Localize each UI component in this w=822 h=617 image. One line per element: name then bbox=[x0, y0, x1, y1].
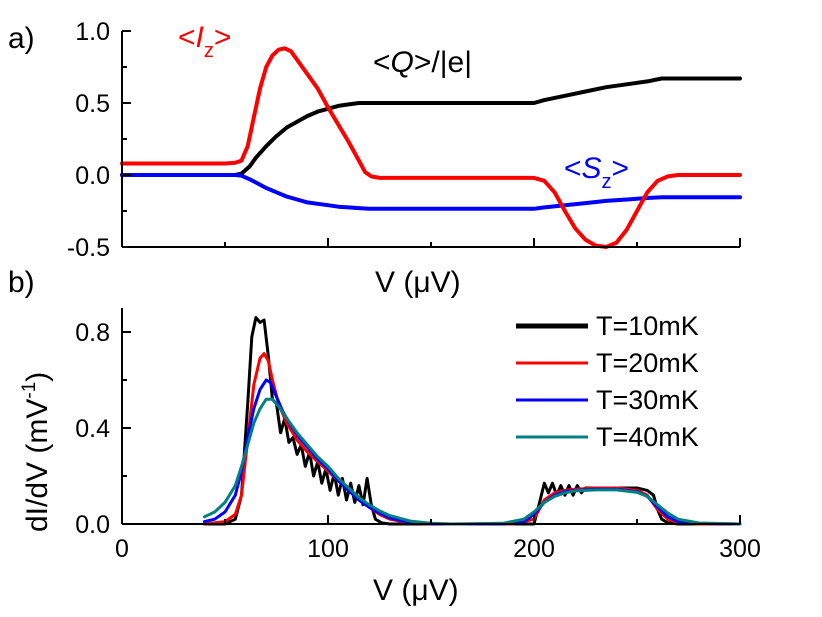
legend-label-t-40mk: T=40mK bbox=[596, 422, 699, 452]
panel-b-ticks: 0.0 0.4 0.8 0 100 200 300 bbox=[75, 319, 761, 563]
panel-b: b) 0.0 0.4 0.8 0 100 200 300 V (μV) dI/dV (mV-… bbox=[8, 266, 761, 607]
panel-b-plot-area bbox=[202, 316, 742, 526]
panel-a-x-axis-title: V (μV) bbox=[375, 266, 461, 299]
annotation-sz: <Sz> bbox=[564, 152, 629, 193]
panel-a-series-s-z bbox=[120, 173, 742, 211]
panel-b-x-axis-title: V (μV) bbox=[373, 574, 459, 607]
legend-label-t-20mk: T=20mK bbox=[596, 348, 699, 378]
panel-b-y-tick-label: 0.0 bbox=[75, 511, 110, 539]
panel-b-x-tick-label: 100 bbox=[307, 535, 349, 563]
panel-a-y-tick-label: 0.5 bbox=[75, 90, 110, 118]
panel-b-x-tick-label: 0 bbox=[115, 535, 129, 563]
panel-a-series-q-e bbox=[120, 76, 742, 177]
panel-a-y-tick-label: -0.5 bbox=[67, 234, 110, 262]
panel-b-y-tick-label: 0.4 bbox=[75, 415, 110, 443]
panel-b-label: b) bbox=[8, 266, 35, 299]
panel-b-x-tick-label: 200 bbox=[513, 535, 555, 563]
panel-a-label: a) bbox=[8, 22, 35, 55]
legend-label-t-30mk: T=30mK bbox=[596, 385, 699, 415]
panel-b-y-axis-title: dI/dV (mV-1) bbox=[19, 372, 54, 532]
panel-b-series-t-40mk bbox=[202, 397, 742, 526]
annotation-iz: <Iz> bbox=[178, 21, 231, 62]
panel-a-y-tick-label: 0.0 bbox=[75, 162, 110, 190]
panel-a-series-i-z bbox=[120, 46, 742, 249]
panel-a-plot-area bbox=[120, 46, 742, 249]
legend-label-t-10mk: T=10mK bbox=[596, 311, 699, 341]
panel-b-y-tick-label: 0.8 bbox=[75, 319, 110, 347]
annotation-q: <Q>/|e| bbox=[373, 46, 472, 79]
panel-b-x-tick-label: 300 bbox=[719, 535, 761, 563]
panel-a: a) -0.5 0.0 0.5 1.0 V (μV) <Iz> <Q>/|e| <Sz… bbox=[8, 18, 742, 299]
panel-a-y-tick-label: 1.0 bbox=[75, 18, 110, 46]
panel-b-legend: T=10mK T=20mK T=30mK T=40mK bbox=[516, 311, 699, 452]
panel-a-ticks: -0.5 0.0 0.5 1.0 bbox=[67, 18, 741, 262]
